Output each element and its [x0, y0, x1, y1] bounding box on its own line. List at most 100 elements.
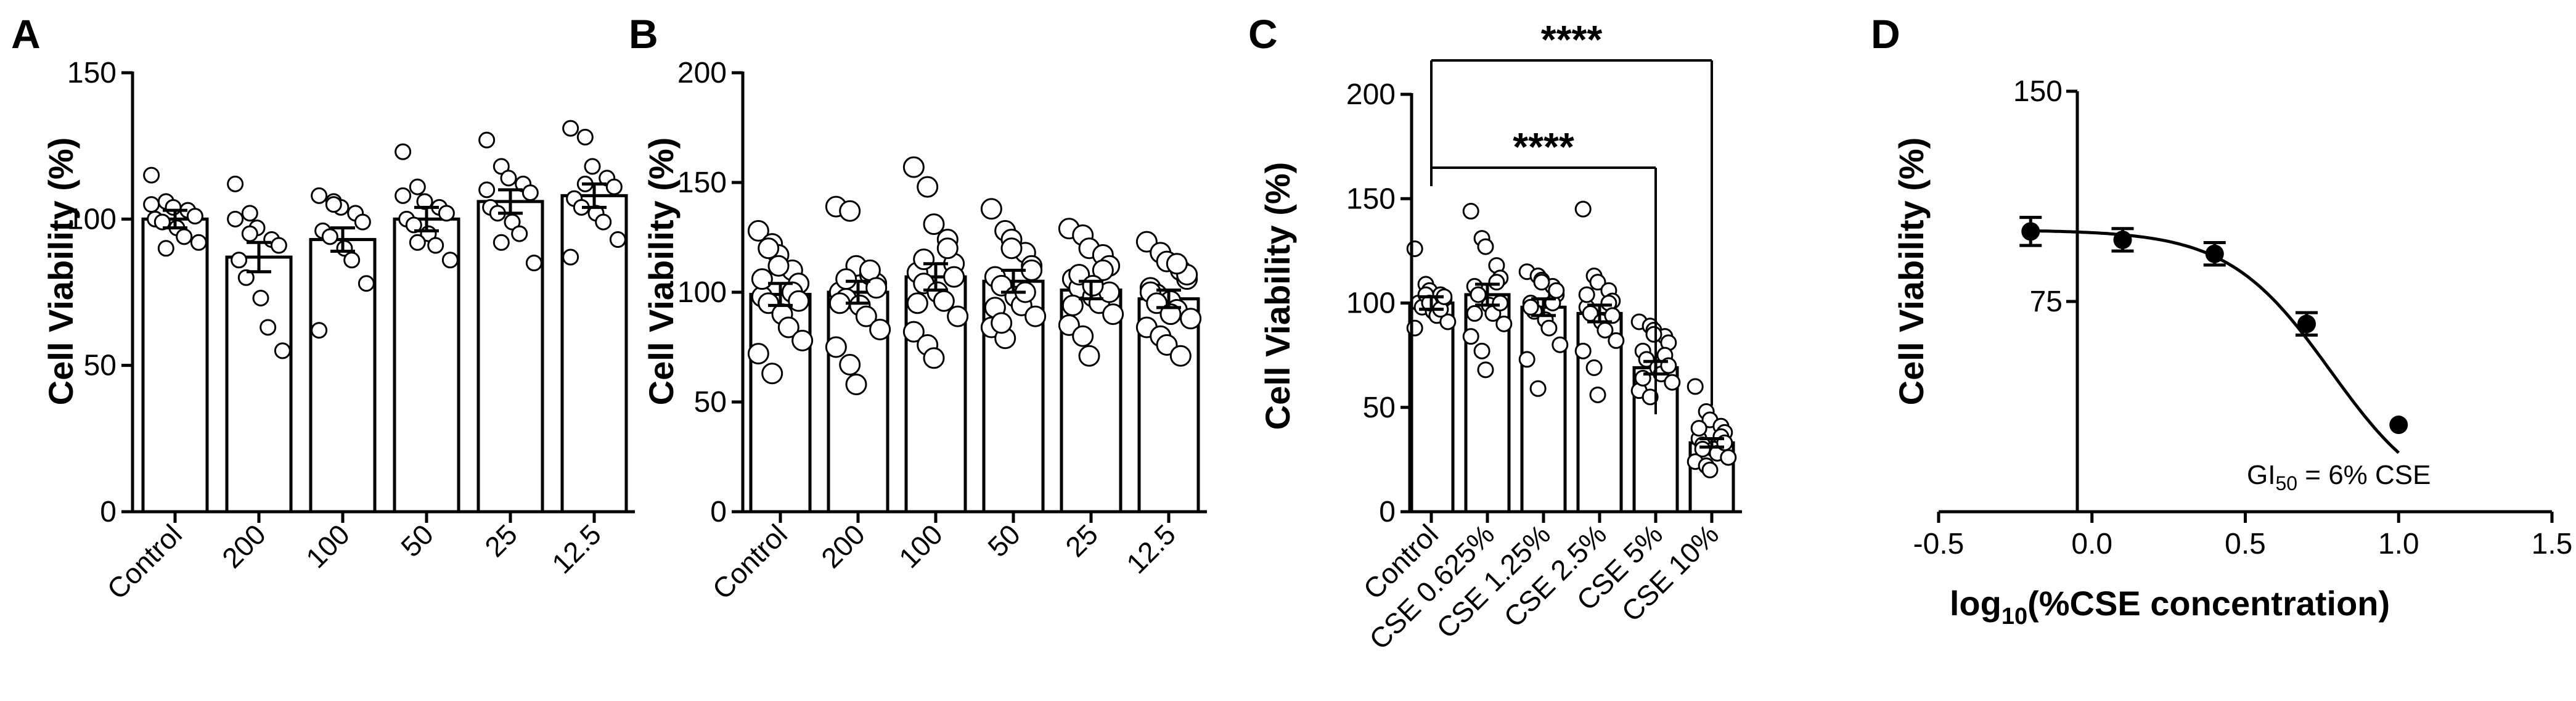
- y-tick-label: 75: [2030, 285, 2063, 318]
- data-point: [1072, 325, 1094, 347]
- data-point: [493, 158, 510, 175]
- data-point: [1540, 319, 1558, 337]
- panel-b-bars: [747, 156, 1202, 514]
- panel-a-category-labels: Control 200 100 50 25 12.5: [100, 518, 607, 605]
- data-point: [1720, 449, 1737, 466]
- panel-a-y-axis-label: Cell Viability (%): [41, 137, 80, 406]
- data-point: [478, 181, 496, 199]
- panel-a-axes: [131, 72, 635, 523]
- significance-label: ****: [1513, 125, 1574, 169]
- data-point: [906, 292, 928, 314]
- panel-label-b: B: [629, 11, 658, 57]
- data-point: [839, 200, 861, 222]
- data-point: [1024, 305, 1047, 327]
- y-tick-label: 0: [710, 496, 727, 528]
- x-tick-label: 1.5: [2532, 528, 2573, 560]
- panel-b-y-axis-label: Cell Viability (%): [642, 137, 681, 406]
- category-label: 200: [815, 518, 871, 574]
- data-point: [1589, 274, 1606, 291]
- data-point: [252, 289, 269, 306]
- data-point: [227, 175, 244, 192]
- data-point: [1578, 286, 1595, 303]
- data-point: [1687, 378, 1704, 395]
- category-label: 100: [893, 518, 949, 574]
- panel-c: C Cell Viability (%) 0 50 100 150 200 Contro…: [1248, 11, 1742, 655]
- data-point: [186, 208, 203, 225]
- data-point: [1574, 342, 1592, 359]
- data-point: [1488, 274, 1505, 291]
- data-point: [525, 255, 542, 272]
- panel-a: A Cell Viability (%) 0 50 100 150 Control 20…: [11, 11, 635, 605]
- data-point: [409, 234, 426, 251]
- data-point: [270, 237, 287, 254]
- data-point: [416, 193, 433, 210]
- category-label: 25: [478, 518, 523, 563]
- data-point: [980, 198, 1002, 220]
- data-point: [1473, 342, 1490, 359]
- panel-label-a: A: [11, 11, 41, 57]
- panel-c-y-ticks: 0 50 100 150 200: [1346, 78, 1412, 528]
- panel-c-y-axis-label: Cell Viability (%): [1258, 162, 1297, 430]
- data-point: [767, 255, 790, 277]
- data-point: [1604, 307, 1621, 324]
- data-point: [343, 252, 361, 269]
- data-point: [1638, 351, 1655, 368]
- data-point: [260, 319, 277, 336]
- data-point: [231, 252, 248, 269]
- data-point: [1462, 328, 1479, 345]
- panel-c-significance: **** ****: [1430, 17, 1713, 414]
- data-point: [1159, 303, 1182, 326]
- y-tick-label: 150: [2013, 75, 2063, 108]
- data-point: [1470, 286, 1487, 303]
- x-tick-label: -0.5: [1913, 528, 1965, 560]
- data-point: [427, 237, 444, 254]
- x-tick-label: 0.0: [2071, 528, 2112, 560]
- y-tick-label: 100: [677, 276, 727, 309]
- x-label-rest: (%CSE concentration): [2027, 584, 2390, 623]
- panel-d-gi50-annotation: GI50 = 6% CSE: [2247, 460, 2431, 494]
- bar: [141, 217, 209, 514]
- x-label-log: log: [1950, 584, 2002, 623]
- data-point: [917, 176, 939, 198]
- data-point: [176, 228, 193, 245]
- data-point: [605, 178, 623, 195]
- data-point: [1078, 345, 1100, 367]
- data-point: [923, 213, 945, 236]
- data-point: [1518, 351, 1535, 368]
- data-point: [1082, 274, 1104, 297]
- data-point: [839, 353, 861, 375]
- data-point: [825, 336, 847, 358]
- data-point: [1533, 274, 1550, 291]
- category-label: Control: [706, 518, 793, 605]
- data-point: [1466, 305, 1483, 322]
- data-point: [1495, 315, 1513, 332]
- data-point: [562, 248, 579, 266]
- data-point: [788, 290, 810, 312]
- data-point: [845, 374, 867, 396]
- data-point: [1061, 294, 1084, 316]
- data-point: [1477, 361, 1494, 379]
- data-point: [855, 305, 877, 327]
- data-point: [405, 216, 422, 234]
- data-point: [1642, 388, 1659, 406]
- data-point: [1645, 326, 1662, 343]
- data-point: [311, 322, 328, 339]
- data-point: [2205, 244, 2224, 263]
- data-point: [865, 277, 888, 299]
- y-tick-label: 0: [1379, 496, 1396, 528]
- panel-d-ticks: -0.5 0.0 0.5 1.0 1.5 75 150: [1913, 75, 2573, 560]
- data-point: [354, 213, 371, 231]
- panel-d-y-axis-label: Cell Viability (%): [1892, 137, 1931, 406]
- data-point: [758, 237, 780, 260]
- data-point: [1522, 298, 1539, 316]
- panel-b-y-ticks: 0 50 100 150 200: [677, 57, 743, 528]
- data-point: [1102, 303, 1124, 326]
- panel-c-bars: [1406, 200, 1737, 514]
- panel-a-y-ticks: 0 50 100 150: [67, 57, 133, 528]
- data-point: [395, 143, 412, 160]
- data-point: [1701, 461, 1719, 478]
- data-point: [478, 131, 496, 149]
- data-point: [241, 205, 258, 222]
- data-point: [1462, 203, 1479, 220]
- y-tick-label: 100: [67, 203, 117, 236]
